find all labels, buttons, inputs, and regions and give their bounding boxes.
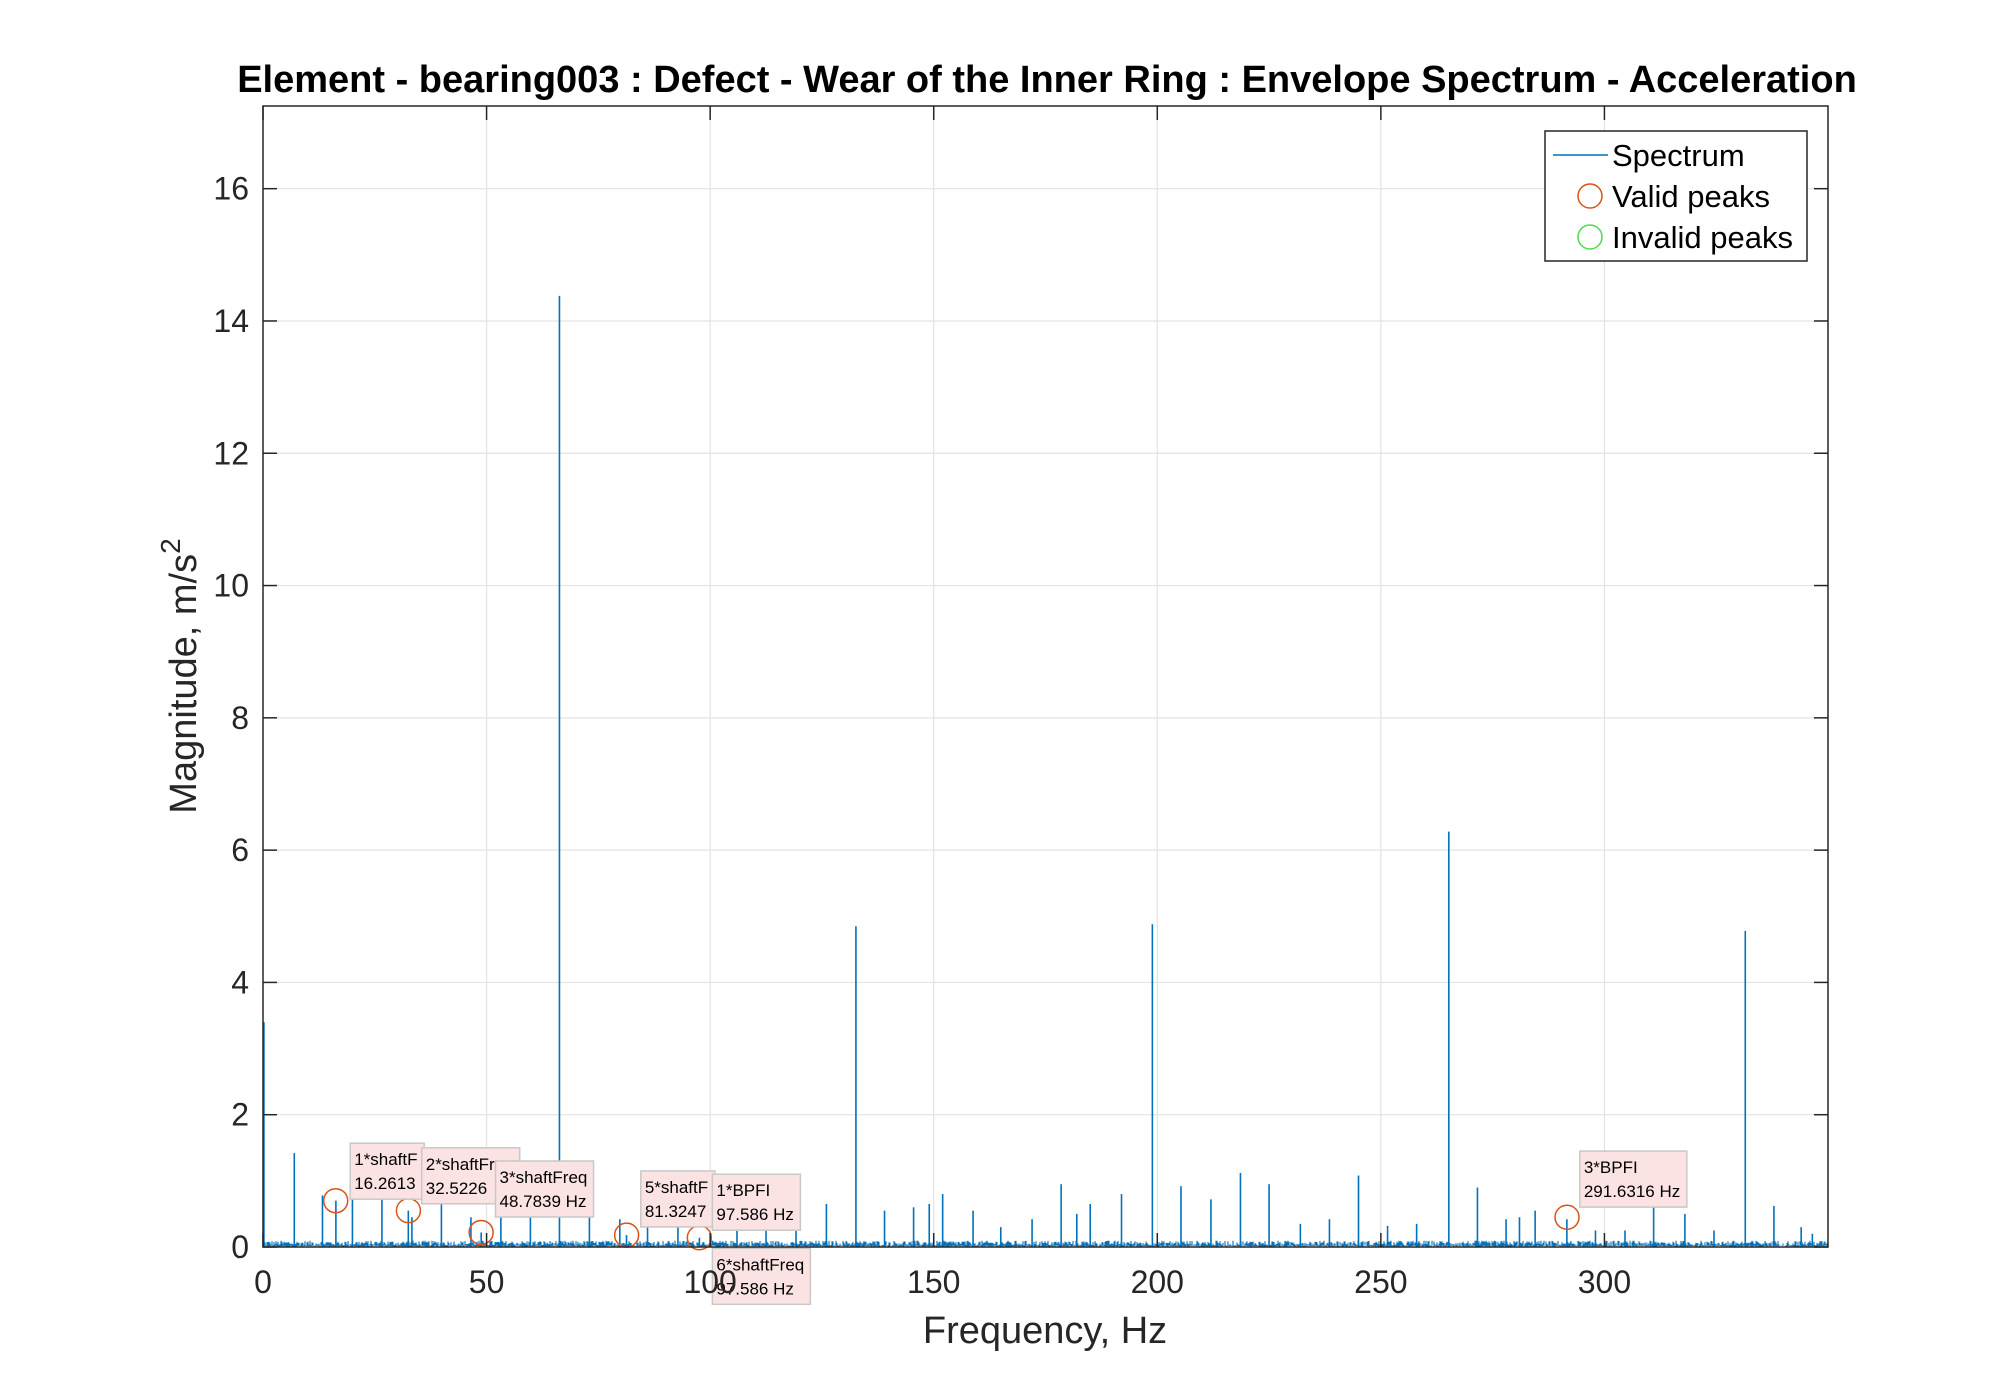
- x-tick-label: 300: [1578, 1264, 1631, 1300]
- y-tick-label: 8: [231, 700, 249, 736]
- y-axis-label-superscript: 2: [155, 538, 186, 554]
- valid-peak-marker: [468, 1219, 494, 1246]
- annotation-line-2: 97.586 Hz: [716, 1205, 794, 1224]
- x-tick-label: 250: [1354, 1264, 1407, 1300]
- y-tick-label: 10: [213, 568, 249, 604]
- x-tick-label: 200: [1131, 1264, 1184, 1300]
- annotation-line-2: 291.6316 Hz: [1584, 1182, 1680, 1201]
- annotation-line-2: 32.5226: [426, 1179, 487, 1198]
- y-tick-label: 2: [231, 1097, 249, 1133]
- annotation-line-1: 5*shaftF: [645, 1178, 708, 1197]
- peak-annotation: 6*shaftFreq 97.586 Hz: [711, 1247, 812, 1306]
- peak-annotation: 5*shaftF 81.3247: [640, 1170, 716, 1228]
- grid-lines: [263, 106, 1828, 1247]
- annotation-line-2: 48.7839 Hz: [500, 1192, 587, 1211]
- y-tick-label: 16: [213, 171, 249, 207]
- peak-annotation: 1*BPFI 97.586 Hz: [711, 1173, 802, 1231]
- annotation-box: [711, 1173, 802, 1231]
- y-axis-label: Magnitude, m/s2: [155, 538, 205, 813]
- annotation-line-1: 2*shaftFreq: [426, 1155, 514, 1174]
- legend-label-invalid-peaks: Invalid peaks: [1612, 220, 1793, 255]
- peak-annotations: 1*shaftF 16.2613 2*shaftFreq 32.5226 3*shaft…: [349, 1142, 1688, 1306]
- y-tick-label: 12: [213, 435, 249, 471]
- annotation-box: [349, 1142, 425, 1200]
- y-axis-label-group: Magnitude, m/s2: [155, 538, 205, 813]
- legend-label-spectrum: Spectrum: [1612, 138, 1745, 173]
- y-axis-label-text: Magnitude, m/s: [163, 554, 205, 814]
- y-tick-label: 14: [213, 303, 249, 339]
- annotation-box: [640, 1170, 716, 1228]
- legend: Spectrum Valid peaks Invalid peaks: [1544, 130, 1808, 262]
- annotation-line-2: 97.586 Hz: [716, 1279, 794, 1298]
- legend-valid-peaks-swatch: [1577, 183, 1603, 209]
- annotation-box: [1579, 1150, 1688, 1208]
- chart-title: Element - bearing003 : Defect - Wear of …: [237, 59, 1857, 101]
- x-tick-label: 150: [907, 1264, 960, 1300]
- annotation-box: [711, 1247, 812, 1306]
- valid-peak-marker: [1554, 1204, 1580, 1230]
- peak-annotation: 3*BPFI 291.6316 Hz: [1579, 1150, 1688, 1208]
- x-axis-label: Frequency, Hz: [923, 1310, 1167, 1352]
- axes-background: [263, 106, 1828, 1247]
- annotation-line-1: 6*shaftFreq: [716, 1255, 804, 1274]
- axes-frame: [262, 105, 1829, 1248]
- plot-area: 1*shaftF 16.2613 2*shaftFreq 32.5226 3*shaft…: [213, 105, 1829, 1306]
- legend-box: [1544, 130, 1808, 262]
- annotation-line-1: 1*BPFI: [716, 1181, 770, 1200]
- axis-ticks: 0 50 100 150 200 250 300 0 2 4 6 8 10 12 14 16: [213, 106, 1828, 1300]
- x-tick-label: 0: [254, 1264, 272, 1300]
- legend-label-valid-peaks: Valid peaks: [1612, 179, 1770, 214]
- annotation-line-1: 1*shaftF: [354, 1150, 417, 1169]
- peak-annotation: 3*shaftFreq 48.7839 Hz: [494, 1160, 595, 1218]
- y-tick-label: 0: [231, 1229, 249, 1265]
- annotation-line-2: 81.3247: [645, 1202, 706, 1221]
- annotation-line-1: 3*BPFI: [1584, 1158, 1638, 1177]
- valid-peak-marker: [322, 1187, 349, 1214]
- legend-invalid-peaks-swatch: [1577, 224, 1603, 250]
- peak-annotation: 1*shaftF 16.2613: [349, 1142, 425, 1200]
- annotation-box: [494, 1160, 595, 1218]
- annotation-line-2: 16.2613: [354, 1174, 415, 1193]
- y-tick-label: 6: [231, 832, 249, 868]
- x-tick-label: 50: [469, 1264, 505, 1300]
- x-tick-label: 100: [683, 1264, 736, 1300]
- annotation-line-1: 3*shaftFreq: [500, 1168, 588, 1187]
- y-tick-label: 4: [231, 964, 249, 1000]
